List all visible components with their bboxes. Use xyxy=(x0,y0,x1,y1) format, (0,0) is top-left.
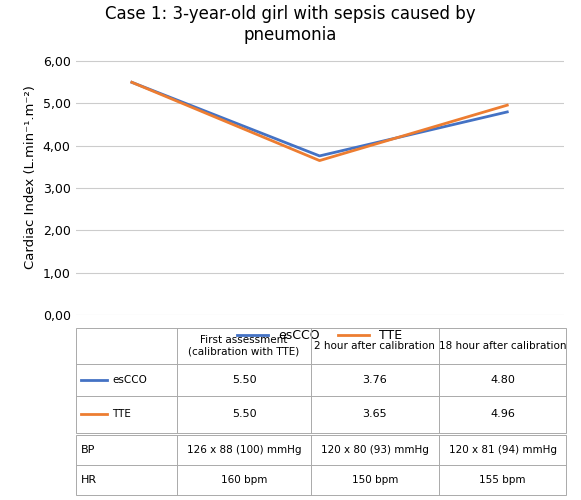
Text: 150 bpm: 150 bpm xyxy=(352,475,398,485)
Text: TTE: TTE xyxy=(112,409,131,419)
Text: 3.76: 3.76 xyxy=(363,375,387,385)
Text: esCCO: esCCO xyxy=(112,375,147,385)
Text: HR: HR xyxy=(81,475,98,485)
Text: 5.50: 5.50 xyxy=(232,375,256,385)
TTE xyxy=(316,158,323,164)
Text: BP: BP xyxy=(81,445,96,455)
Text: 155 bpm: 155 bpm xyxy=(479,475,526,485)
Text: Case 1: 3-year-old girl with sepsis caused by
pneumonia: Case 1: 3-year-old girl with sepsis caus… xyxy=(105,5,476,44)
Text: 18 hour after calibration: 18 hour after calibration xyxy=(439,341,566,351)
Text: 160 bpm: 160 bpm xyxy=(221,475,267,485)
Bar xyxy=(76,435,566,495)
esCCO xyxy=(504,109,511,115)
esCCO xyxy=(316,153,323,159)
Bar xyxy=(76,328,566,432)
Text: 120 x 80 (93) mmHg: 120 x 80 (93) mmHg xyxy=(321,445,429,455)
Text: 126 x 88 (100) mmHg: 126 x 88 (100) mmHg xyxy=(187,445,302,455)
TTE xyxy=(504,102,511,108)
Text: First assessment
(calibration with TTE): First assessment (calibration with TTE) xyxy=(188,335,300,356)
Text: 4.80: 4.80 xyxy=(490,375,515,385)
TTE xyxy=(128,80,135,86)
Text: 120 x 81 (94) mmHg: 120 x 81 (94) mmHg xyxy=(449,445,557,455)
esCCO xyxy=(128,80,135,86)
Line: esCCO: esCCO xyxy=(132,82,507,156)
Text: 2 hour after calibration: 2 hour after calibration xyxy=(314,341,435,351)
Text: 3.65: 3.65 xyxy=(363,409,387,419)
Text: 4.96: 4.96 xyxy=(490,409,515,419)
Y-axis label: Cardiac Index (L.min⁻¹.m⁻²): Cardiac Index (L.min⁻¹.m⁻²) xyxy=(24,86,37,270)
Text: 5.50: 5.50 xyxy=(232,409,256,419)
Legend: esCCO, TTE: esCCO, TTE xyxy=(232,324,407,347)
Line: TTE: TTE xyxy=(132,82,507,160)
